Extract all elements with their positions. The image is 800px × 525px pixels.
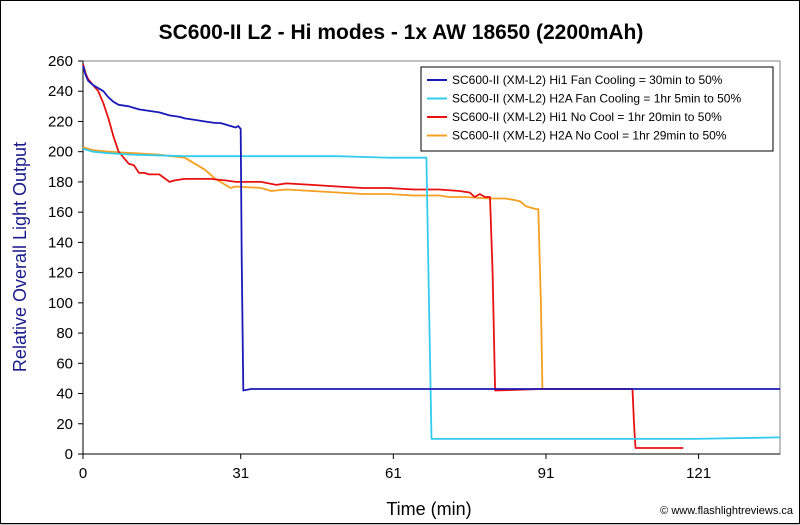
series-line-3 xyxy=(82,63,684,449)
y-tick-label: 160 xyxy=(48,204,73,221)
x-tick-label: 91 xyxy=(538,465,555,482)
y-tick-label: 240 xyxy=(48,83,73,100)
series-layer xyxy=(82,63,781,449)
series-line-1 xyxy=(82,65,780,392)
x-axis: 0 31 61 91 121 xyxy=(79,453,780,482)
y-tick-label: 120 xyxy=(48,265,73,282)
y-tick-label: 200 xyxy=(48,144,73,161)
y-tick-label: 0 xyxy=(65,446,73,463)
series-line-2 xyxy=(82,147,781,440)
series-line-4 xyxy=(82,146,633,390)
y-tick-label: 80 xyxy=(56,325,73,342)
legend-label-1: SC600-II (XM-L2) Hi1 Fan Cooling = 30min… xyxy=(452,73,723,87)
y-tick-label: 20 xyxy=(56,416,73,433)
y-tick-label: 180 xyxy=(48,174,73,191)
x-tick-label: 61 xyxy=(385,465,402,482)
x-tick-label: 0 xyxy=(79,465,87,482)
legend-box xyxy=(420,66,774,152)
legend-label-3: SC600-II (XM-L2) Hi1 No Cool = 1hr 20min… xyxy=(452,110,722,124)
x-axis-label: Time (min) xyxy=(386,499,471,519)
x-tick-label: 121 xyxy=(686,465,711,482)
legend-label-2: SC600-II (XM-L2) H2A Fan Cooling = 1hr 5… xyxy=(452,92,741,106)
y-tick-label: 140 xyxy=(48,234,73,251)
y-tick-label: 260 xyxy=(48,53,73,70)
credit-text: © www.flashlightreviews.ca xyxy=(660,505,794,517)
legend-label-4: SC600-II (XM-L2) H2A No Cool = 1hr 29min… xyxy=(452,129,727,143)
y-tick-label: 220 xyxy=(48,113,73,130)
x-tick-label: 31 xyxy=(232,465,249,482)
legend: SC600-II (XM-L2) Hi1 Fan Cooling = 30min… xyxy=(420,66,774,152)
chart-title: SC600-II L2 - Hi modes - 1x AW 18650 (22… xyxy=(159,21,644,44)
y-axis: 0 20 40 60 80 100 120 140 160 180 200 220 240 260 xyxy=(48,53,84,463)
y-tick-label: 60 xyxy=(56,355,73,372)
y-axis-label: Relative Overall Light Output xyxy=(10,142,30,372)
y-tick-label: 100 xyxy=(48,295,73,312)
y-tick-label: 40 xyxy=(56,386,73,403)
